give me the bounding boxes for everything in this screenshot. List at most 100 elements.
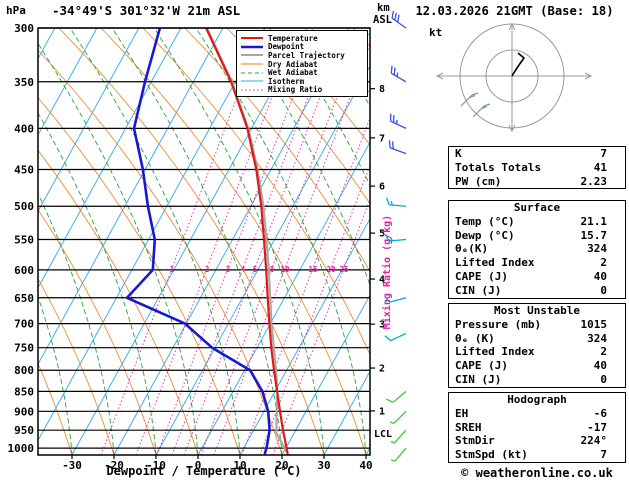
mixing-ratio-value-label: 20 [326, 265, 336, 274]
legend-line-sample [241, 72, 263, 74]
stat-row: CAPE (J) 40 [449, 359, 625, 373]
isotherm-line [197, 141, 370, 455]
pressure-tick-label: 950 [14, 424, 34, 437]
isotherm-line [38, 28, 98, 136]
stat-row: StmDir 224° [449, 434, 625, 448]
stat-row: EH -6 [449, 407, 625, 421]
isotherm-line [113, 28, 350, 455]
stat-label: K [455, 147, 462, 160]
stat-row: CAPE (J) 40 [449, 270, 625, 284]
wet-adiabat-line [153, 28, 325, 455]
stats-table-header: Surface [449, 201, 625, 215]
stat-row: θₑ(K) 324 [449, 242, 625, 256]
hodograph-trace [511, 52, 525, 77]
wet-adiabat-line [111, 28, 283, 455]
mixing-ratio-line [156, 28, 320, 455]
stats-table: Surface Temp (°C) 21.1 Dewp (°C) 15.7 θₑ(K) 32… [448, 200, 626, 299]
mixing-ratio-line [200, 28, 364, 455]
temp-tick-label: -10 [146, 459, 166, 472]
wind-barb [384, 295, 407, 303]
stat-label: EH [455, 406, 469, 420]
stat-value: 7 [600, 448, 607, 462]
dewpoint-line [125, 28, 271, 455]
stat-label: θₑ (K) [455, 331, 495, 345]
km-tick-label: 8 [379, 84, 385, 95]
legend-line-sample [241, 54, 263, 57]
wind-barb [391, 10, 407, 29]
km-tick-label: 6 [379, 182, 385, 193]
stat-label: CIN (J) [455, 372, 502, 386]
axis-arrow-down [508, 124, 516, 133]
stat-value: 7 [600, 147, 607, 160]
stat-row: PW (cm) 2.23 [449, 175, 625, 189]
mixing-ratio-line [171, 28, 335, 455]
km-axis-unit: km [377, 2, 390, 14]
pressure-tick-label: 800 [14, 364, 34, 377]
stat-row: Lifted Index 2 [449, 256, 625, 270]
isotherm-line [0, 28, 13, 455]
wet-adiabat-line [237, 28, 370, 287]
stats-table-header: Hodograph [449, 393, 625, 407]
stat-row: θₑ (K) 324 [449, 332, 625, 346]
km-tick-label: 5 [379, 229, 385, 240]
stat-label: PW (cm) [455, 174, 502, 188]
pressure-tick-label: 350 [14, 76, 34, 89]
stat-row: CIN (J) 0 [449, 284, 625, 298]
wet-adiabat-line [195, 28, 367, 455]
hodograph-unit-label: kt [429, 26, 442, 39]
pressure-tick-label: 900 [14, 405, 34, 418]
isotherm-line [365, 446, 370, 455]
stats-table-title: Most Unstable [493, 304, 581, 317]
wet-adiabat-line [38, 192, 115, 455]
stat-value: 40 [593, 269, 607, 283]
stats-table: K 7 Totals Totals 41 PW (cm) 2.23 [448, 146, 626, 190]
hodograph-wind-barb [460, 92, 479, 107]
mixing-ratio-line [213, 43, 370, 455]
temperature-axis-label: Dewpoint / Temperature (°C) [106, 464, 302, 478]
stat-label: StmSpd (kt) [455, 448, 528, 462]
stat-label: CAPE (J) [455, 269, 508, 283]
stat-label: Lifted Index [455, 256, 535, 270]
isotherm-line [323, 370, 370, 455]
stat-value: 21.1 [580, 214, 608, 228]
stat-label: Totals Totals [455, 160, 542, 174]
stat-value: 1015 [580, 317, 608, 331]
temp-tick-label: 40 [359, 459, 372, 472]
legend-item-label: Parcel Trajectory [268, 50, 345, 60]
stats-table: Hodograph EH -6 SREH -17 StmDir 224° StmSpd (kt… [448, 392, 626, 463]
mixing-ratio-value-label: 3 [226, 265, 231, 274]
legend-item: Mixing Ratio [241, 85, 363, 95]
pressure-tick-label: 550 [14, 233, 34, 246]
stat-label: Dewp (°C) [455, 228, 515, 242]
pressure-tick-label: 300 [14, 22, 34, 35]
km-tick-label: 7 [379, 133, 385, 144]
dry-adiabat-line [142, 28, 370, 356]
asl-axis-unit: ASL [373, 14, 392, 26]
stat-label: CAPE (J) [455, 359, 508, 373]
wind-barb [385, 390, 407, 403]
stat-label: θₑ(K) [455, 242, 489, 256]
legend-item-label: Mixing Ratio [268, 85, 323, 95]
legend-item-label: Temperature [268, 33, 318, 43]
stat-row: Temp (°C) 21.1 [449, 215, 625, 229]
legend-item: Isotherm [241, 77, 363, 86]
stat-row: StmSpd (kt) 7 [449, 448, 625, 462]
pressure-tick-label: 850 [14, 385, 34, 398]
mixing-ratio-line [272, 198, 370, 455]
isotherm-line [71, 28, 308, 455]
wet-adiabat-line [69, 28, 241, 455]
stat-value: 324 [587, 242, 607, 256]
wind-barb [390, 65, 407, 83]
dry-adiabat-line [38, 97, 241, 455]
lcl-label: LCL [374, 429, 392, 440]
km-tick-label: 2 [379, 364, 385, 375]
wind-barb [389, 410, 407, 424]
temp-tick-label: 10 [233, 459, 246, 472]
wind-barb [388, 140, 407, 155]
stats-table-title: Hodograph [507, 393, 567, 406]
dry-adiabat-line [38, 362, 73, 455]
legend-item: Temperature [241, 34, 363, 43]
wet-adiabat-line [38, 112, 157, 455]
stat-label: Temp (°C) [455, 214, 515, 228]
dry-adiabat-line [395, 28, 420, 455]
